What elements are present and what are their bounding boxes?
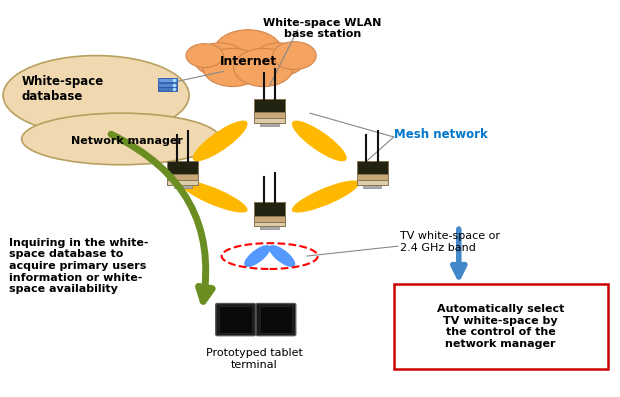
- FancyBboxPatch shape: [158, 83, 177, 87]
- Text: Network manager: Network manager: [71, 136, 183, 146]
- FancyBboxPatch shape: [356, 180, 388, 185]
- FancyBboxPatch shape: [174, 185, 192, 188]
- FancyBboxPatch shape: [260, 123, 279, 126]
- FancyBboxPatch shape: [356, 161, 388, 174]
- FancyBboxPatch shape: [356, 161, 388, 185]
- Text: White-space
database: White-space database: [22, 75, 104, 103]
- Ellipse shape: [193, 121, 247, 161]
- FancyBboxPatch shape: [256, 303, 296, 336]
- Circle shape: [186, 44, 223, 67]
- FancyBboxPatch shape: [254, 202, 285, 226]
- Circle shape: [234, 48, 293, 87]
- Ellipse shape: [292, 121, 347, 161]
- FancyBboxPatch shape: [254, 202, 285, 216]
- Circle shape: [273, 42, 316, 69]
- Ellipse shape: [292, 181, 359, 212]
- FancyBboxPatch shape: [216, 303, 255, 336]
- Circle shape: [253, 43, 305, 76]
- FancyBboxPatch shape: [260, 306, 292, 333]
- Circle shape: [194, 43, 246, 76]
- FancyBboxPatch shape: [260, 226, 279, 229]
- Ellipse shape: [22, 113, 220, 165]
- FancyBboxPatch shape: [219, 306, 252, 333]
- FancyBboxPatch shape: [254, 99, 285, 112]
- Text: White-space WLAN
base station: White-space WLAN base station: [264, 18, 381, 39]
- Circle shape: [203, 48, 262, 87]
- Text: Internet: Internet: [219, 55, 277, 68]
- Ellipse shape: [244, 245, 270, 267]
- Text: Mesh network: Mesh network: [394, 129, 487, 141]
- FancyBboxPatch shape: [158, 87, 177, 91]
- FancyBboxPatch shape: [394, 284, 608, 369]
- FancyBboxPatch shape: [254, 222, 285, 226]
- Text: Prototyped tablet
terminal: Prototyped tablet terminal: [206, 349, 303, 370]
- Circle shape: [214, 30, 282, 73]
- FancyBboxPatch shape: [254, 99, 285, 123]
- Ellipse shape: [180, 181, 247, 212]
- FancyBboxPatch shape: [167, 161, 198, 185]
- Text: Automatically select
TV white-space by
the control of the
network manager: Automatically select TV white-space by t…: [437, 304, 564, 349]
- FancyBboxPatch shape: [158, 78, 177, 82]
- FancyBboxPatch shape: [363, 185, 381, 188]
- FancyBboxPatch shape: [167, 161, 198, 174]
- Ellipse shape: [269, 245, 295, 267]
- Ellipse shape: [3, 56, 189, 135]
- Text: TV white-space or
2.4 GHz band: TV white-space or 2.4 GHz band: [400, 231, 500, 253]
- FancyBboxPatch shape: [167, 180, 198, 185]
- Text: Inquiring in the white-
space database to
acquire primary users
information or w: Inquiring in the white- space database t…: [9, 238, 149, 294]
- FancyBboxPatch shape: [254, 118, 285, 123]
